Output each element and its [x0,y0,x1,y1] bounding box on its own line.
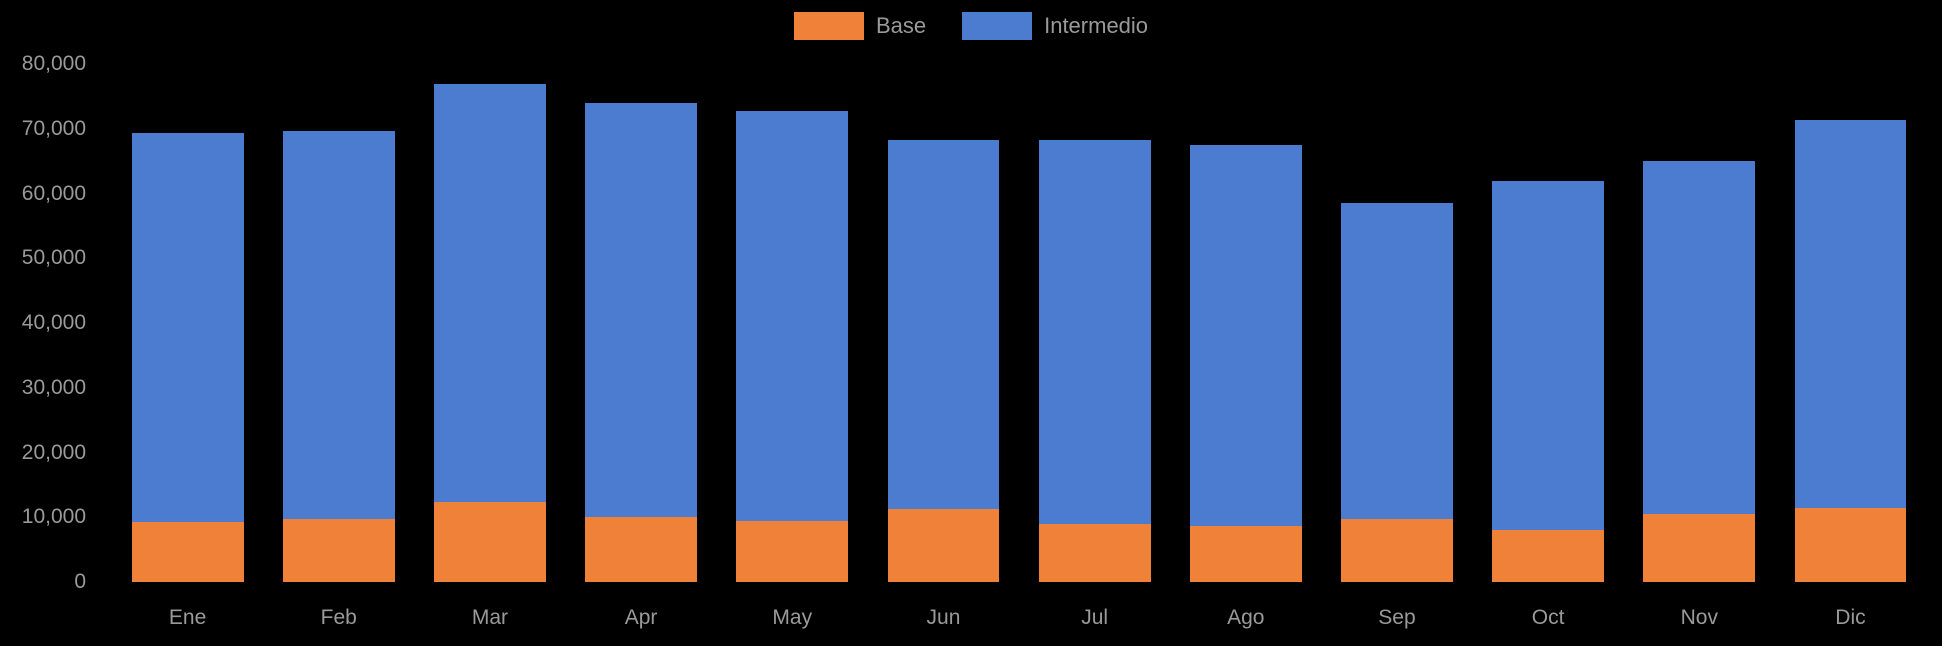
legend-item-base[interactable]: Base [793,12,927,40]
stacked-bar-apr [585,64,698,582]
segment-intermedio [434,84,546,502]
legend-label: Base [875,13,927,38]
segment-base [1794,508,1907,582]
stacked-bar-ago [1189,64,1302,582]
y-tick-label: 0 [74,570,86,593]
bar-slot-jun: Jun [868,64,1019,629]
segment-intermedio [1643,161,1756,515]
bar-slot-may: May [717,64,868,629]
segment-base [887,509,1000,582]
segment-intermedio [1341,203,1453,519]
segment-intermedio [585,102,698,518]
segment-base [1643,514,1756,582]
y-tick-label: 20,000 [21,440,86,464]
segment-base [1038,523,1151,582]
stacked-bar-nov [1643,64,1756,582]
x-axis-label: Feb [320,606,357,629]
segment-base [282,519,395,582]
y-tick-label: 70,000 [21,116,86,140]
stacked-bar-jul [1038,64,1151,582]
bar-slot-sep: Sep [1321,64,1472,629]
y-tick-label: 40,000 [21,311,86,334]
legend-label: Intermedio [1044,13,1149,38]
stacked-bar-may [736,64,849,582]
y-tick-label: 10,000 [21,505,86,529]
segment-base [434,501,546,582]
segment-intermedio [736,111,849,522]
segment-base [1492,529,1605,582]
x-axis-label: Ago [1227,606,1265,629]
plot-area: Ene Feb Mar Apr May Jun Jul Ago Sep Oct Nov Dic [112,64,1926,629]
bar-slot-jul: Jul [1019,64,1170,629]
x-axis-label: Sep [1378,606,1416,629]
x-axis-label: Mar [471,606,509,629]
legend: Base Intermedio [0,12,1942,40]
stacked-bar-oct [1492,64,1605,582]
bar-slot-ene: Ene [112,64,263,629]
x-axis-label: Ene [168,606,207,629]
y-axis: 0 10,000 20,000 30,000 40,000 50,000 60,000 70,… [0,52,96,593]
x-axis-label: Oct [1531,606,1565,629]
y-tick-label: 30,000 [21,375,86,399]
stacked-bar-ene [131,64,244,582]
segment-base [1341,518,1453,582]
stacked-bar-dic [1794,64,1907,582]
legend-swatch-intermedio [962,12,1033,40]
stacked-bar-sep [1341,64,1453,582]
stacked-bar-mar [434,64,546,582]
bar-slot-nov: Nov [1624,64,1775,629]
x-axis-label: Apr [624,606,658,629]
segment-base [585,517,698,582]
segment-intermedio [282,130,395,520]
bar-slot-dic: Dic [1775,64,1926,629]
segment-intermedio [1189,144,1302,526]
bar-slot-mar: Mar [414,64,565,629]
segment-base [736,521,849,582]
x-axis-label: Dic [1835,606,1866,629]
bar-slot-ago: Ago [1170,64,1321,629]
legend-item-intermedio[interactable]: Intermedio [962,12,1148,40]
x-axis-label: May [772,606,813,629]
segment-intermedio [1038,139,1151,524]
segment-intermedio [1794,119,1907,509]
y-tick-label: 50,000 [21,246,86,270]
x-axis-label: Jun [926,606,961,629]
stacked-bar-jun [887,64,1000,582]
stacked-bar-feb [282,64,395,582]
y-tick-label: 60,000 [21,181,86,205]
bar-slot-oct: Oct [1473,64,1624,629]
x-axis-label: Jul [1081,606,1109,629]
segment-base [131,522,244,582]
segment-base [1189,525,1302,582]
x-axis-label: Nov [1680,606,1718,629]
segment-intermedio [1492,180,1605,530]
segment-intermedio [887,140,1000,510]
y-tick-label: 80,000 [21,52,86,75]
bar-slot-feb: Feb [263,64,414,629]
segment-intermedio [131,132,244,523]
legend-swatch-base [793,12,864,40]
bar-slot-apr: Apr [566,64,717,629]
